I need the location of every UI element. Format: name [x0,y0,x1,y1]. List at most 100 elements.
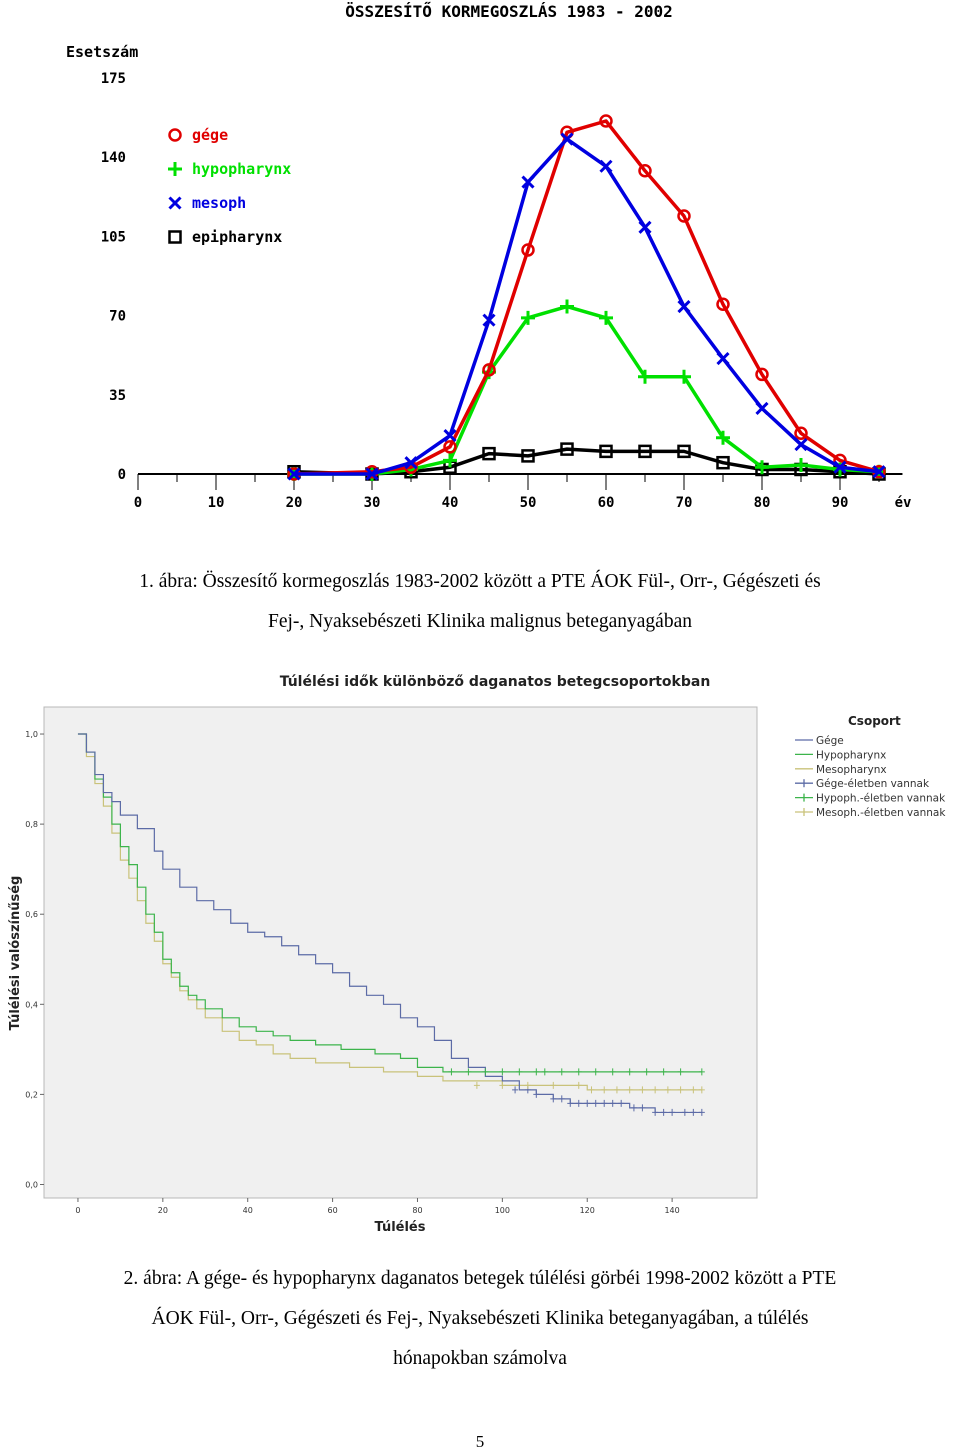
x-tick-label: 140 [664,1206,679,1215]
data-point-mesoph [638,220,652,234]
y-tick-label: 0,0 [25,1180,38,1189]
figure-1-caption-line-1: 1. ábra: Összesítő kormegoszlás 1983-200… [139,571,821,592]
legend-label-gege: gége [192,126,228,144]
censored-mark [448,1068,455,1076]
chart2-legend-title: Csoport [848,714,901,728]
data-point-mesoph [521,175,535,189]
censored-mark [677,1068,684,1076]
data-point-gege [599,114,613,128]
data-point-gege [677,209,691,223]
data-point-hypopharynx [443,453,457,468]
data-point-gege [755,367,769,382]
figure-1-caption-line-2: Fej-, Nyaksebészeti Klinika malignus bet… [268,611,692,632]
legend-marker-epipharynx [168,230,182,244]
x-tick-label: 0 [134,495,142,511]
legend-label-hypopharynx: hypopharynx [192,160,291,178]
censored-mark [465,1068,472,1076]
data-point-mesoph [287,467,301,481]
data-point-mesoph [482,313,496,327]
censored-marks-gege-censored [512,1086,705,1116]
age-distribution-chart: ÖSSZESÍTŐ KORMEGOSZLÁS 1983 - 2002 Esets… [66,1,912,511]
legend-item-3: Gége-életben vannak [795,778,930,790]
censored-mark [516,1068,523,1076]
x-tick-label: 100 [495,1206,510,1215]
data-point-mesoph [755,401,769,415]
x-tick-label: 30 [364,495,381,511]
data-point-gege [443,440,457,454]
y-tick-label: 0,8 [25,820,38,829]
censored-mark [524,1081,531,1089]
x-tick-label: 120 [580,1206,595,1215]
censored-mark [630,1104,637,1112]
data-point-hypopharynx [677,369,691,384]
censored-mark [482,1068,489,1076]
chart2-axes: 0 20 40 60 80 100 120 140 0,0 0,2 0,4 0,6 0,8 1,0 [25,706,758,1215]
legend-label: Mesopharynx [816,764,887,776]
y-tick-label: 0,6 [25,910,38,919]
data-point-gege [638,164,652,178]
data-point-epipharynx [638,444,652,459]
censored-mark [592,1099,599,1107]
data-point-hypopharynx [794,457,808,472]
figure-2-caption: 2. ábra: A gége- és hypopharynx daganato… [0,1259,960,1379]
y-tick-label: 0,2 [25,1090,38,1099]
data-point-mesoph [443,428,457,443]
x-tick-label: 80 [754,495,771,511]
censored-mark [541,1068,548,1076]
x-tick-label: 10 [208,495,225,511]
data-point-hypopharynx [638,369,652,384]
figure-2-caption-line-2: ÁOK Fül-, Orr-, Gégészeti és Fej-, Nyaks… [151,1308,809,1329]
censored-mark [639,1104,646,1112]
y-tick-label: 175 [101,71,126,87]
data-point-mesoph [677,299,691,314]
chart1-title: ÖSSZESÍTŐ KORMEGOSZLÁS 1983 - 2002 [345,1,673,21]
data-point-mesoph [794,438,808,452]
censored-mark [613,1086,620,1094]
censored-mark [499,1081,506,1089]
x-tick-label: 60 [328,1206,338,1215]
censored-mark [558,1095,565,1103]
data-point-epipharynx [560,442,574,456]
chart2-y-axis-label: Túlélési valószínűség [8,876,23,1031]
censored-mark [690,1086,697,1094]
data-point-hypopharynx [716,430,730,445]
data-point-hypopharynx [560,299,574,314]
y-tick-label: 105 [101,229,126,245]
legend-label: Gége-életben vannak [816,778,930,790]
data-point-gege [521,243,535,257]
chart2-title: Túlélési idők különböző daganatos betegc… [280,674,711,690]
legend-label: Hypoph.-életben vannak [816,793,946,805]
legend-label-mesoph: mesoph [192,194,246,212]
data-point-gege [482,363,496,377]
censored-mark [550,1081,557,1089]
legend-marker-gege [168,128,182,142]
x-tick-label: 70 [676,495,693,511]
legend-item-gege: gége [168,126,228,144]
censored-mark [567,1099,574,1107]
censored-mark [558,1068,565,1076]
y-tick-label: 35 [109,388,126,404]
x-tick-label: 20 [158,1206,168,1215]
censored-mark [639,1086,646,1094]
legend-item-5: Mesoph.-életben vannak [795,807,946,819]
y-tick-label: 1,0 [25,730,38,739]
legend-item-mesoph: mesoph [168,194,246,212]
censored-mark [609,1068,616,1076]
survival-curve-hypopharynx [77,733,702,1073]
censored-mark [609,1099,616,1107]
page-number: 5 [475,1432,485,1451]
censored-mark [618,1099,625,1107]
data-point-hypopharynx [599,310,613,325]
censored-marks-hypoph-censored [448,1068,705,1076]
legend-marker-hypopharynx [168,162,182,176]
chart2-x-axis-label: Túlélés [375,1220,426,1235]
censored-mark [660,1108,667,1116]
series-gege [287,114,886,481]
x-axis-label: év [895,495,912,511]
censored-mark [533,1068,540,1076]
censored-mark [588,1086,595,1094]
legend-label: Mesoph.-életben vannak [816,807,946,819]
plot-area [43,706,758,1199]
series-line-gege [293,119,880,476]
chart1-y-axis-label: Esetszám [66,43,138,61]
